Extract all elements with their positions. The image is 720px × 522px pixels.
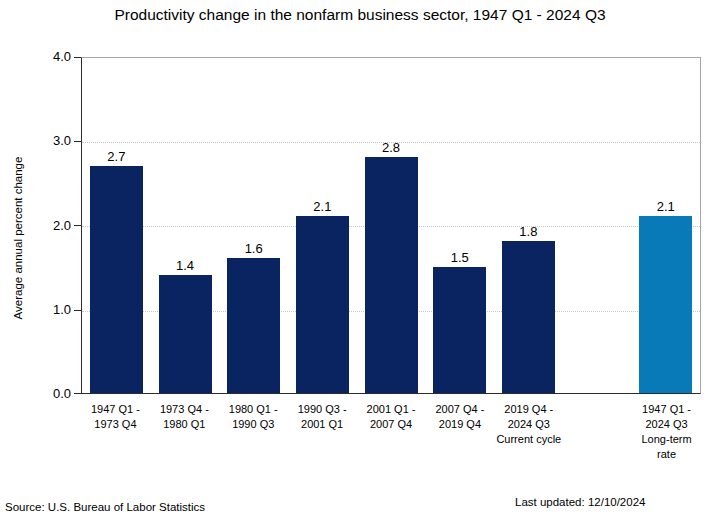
bar-value-label: 2.7 [107, 149, 125, 164]
x-axis-category-label: 1990 Q3 -2001 Q1 [288, 402, 357, 462]
x-axis-category-label: 2007 Q4 -2019 Q4 [425, 402, 494, 462]
bar-slot: 1.5 [425, 58, 494, 393]
chart-plot-area: 2.7 1.4 1.6 2.1 2.8 1.5 1.8 2.1 [81, 57, 701, 394]
y-tick-mark [74, 310, 81, 311]
y-tick-mark [74, 141, 81, 142]
bar [502, 241, 555, 393]
x-axis-category-label: 1947 Q1 -1973 Q4 [81, 402, 150, 462]
source-note: Source: U.S. Bureau of Labor Statistics [5, 501, 205, 513]
x-axis-category-label: 2019 Q4 -2024 Q3Current cycle [494, 402, 563, 462]
x-axis-category-label: 1947 Q1 -2024 Q3Long-termrate [632, 402, 701, 462]
bar-slot: 2.7 [82, 58, 151, 393]
bar-slot: 1.6 [219, 58, 288, 393]
y-tick-mark [74, 225, 81, 226]
bar-value-label: 1.4 [176, 258, 194, 273]
bar [159, 275, 212, 393]
highlight-bar [639, 216, 692, 393]
y-tick-mark [74, 57, 81, 58]
y-tick-label: 4.0 [0, 49, 71, 65]
bar-slot: 1.4 [151, 58, 220, 393]
last-updated-note: Last updated: 12/10/2024 [515, 496, 645, 508]
bar [296, 216, 349, 393]
y-tick-label: 0.0 [0, 386, 71, 402]
chart-title: Productivity change in the nonfarm busin… [0, 6, 720, 24]
bar [365, 157, 418, 393]
chart-figure: Productivity change in the nonfarm busin… [0, 0, 720, 522]
bar-slot-empty [563, 58, 632, 393]
bar [227, 258, 280, 393]
x-axis-category-label: 1973 Q4 -1980 Q1 [150, 402, 219, 462]
x-axis-category-label: 1980 Q1 -1990 Q3 [219, 402, 288, 462]
bar [433, 267, 486, 393]
bar [90, 166, 143, 394]
bar-value-label: 2.1 [313, 199, 331, 214]
bar-value-label: 2.1 [657, 199, 675, 214]
bar-value-label: 2.8 [382, 140, 400, 155]
bar-slot: 2.1 [288, 58, 357, 393]
bar-value-label: 1.6 [245, 241, 263, 256]
bar-slot: 2.8 [357, 58, 426, 393]
bar-slot: 2.1 [631, 58, 700, 393]
bars-layer: 2.7 1.4 1.6 2.1 2.8 1.5 1.8 2.1 [82, 58, 700, 393]
y-tick-label: 1.0 [0, 302, 71, 318]
x-axis-category-label [563, 402, 632, 462]
x-labels-layer: 1947 Q1 -1973 Q41973 Q4 -1980 Q11980 Q1 … [81, 402, 701, 462]
bar-slot: 1.8 [494, 58, 563, 393]
y-tick-label: 2.0 [0, 218, 71, 234]
y-tick-mark [74, 393, 81, 394]
y-tick-label: 3.0 [0, 133, 71, 149]
bar-value-label: 1.5 [451, 250, 469, 265]
x-axis-category-label: 2001 Q1 -2007 Q4 [357, 402, 426, 462]
bar-value-label: 1.8 [519, 224, 537, 239]
y-axis-title: Average annual percent change [12, 157, 24, 320]
